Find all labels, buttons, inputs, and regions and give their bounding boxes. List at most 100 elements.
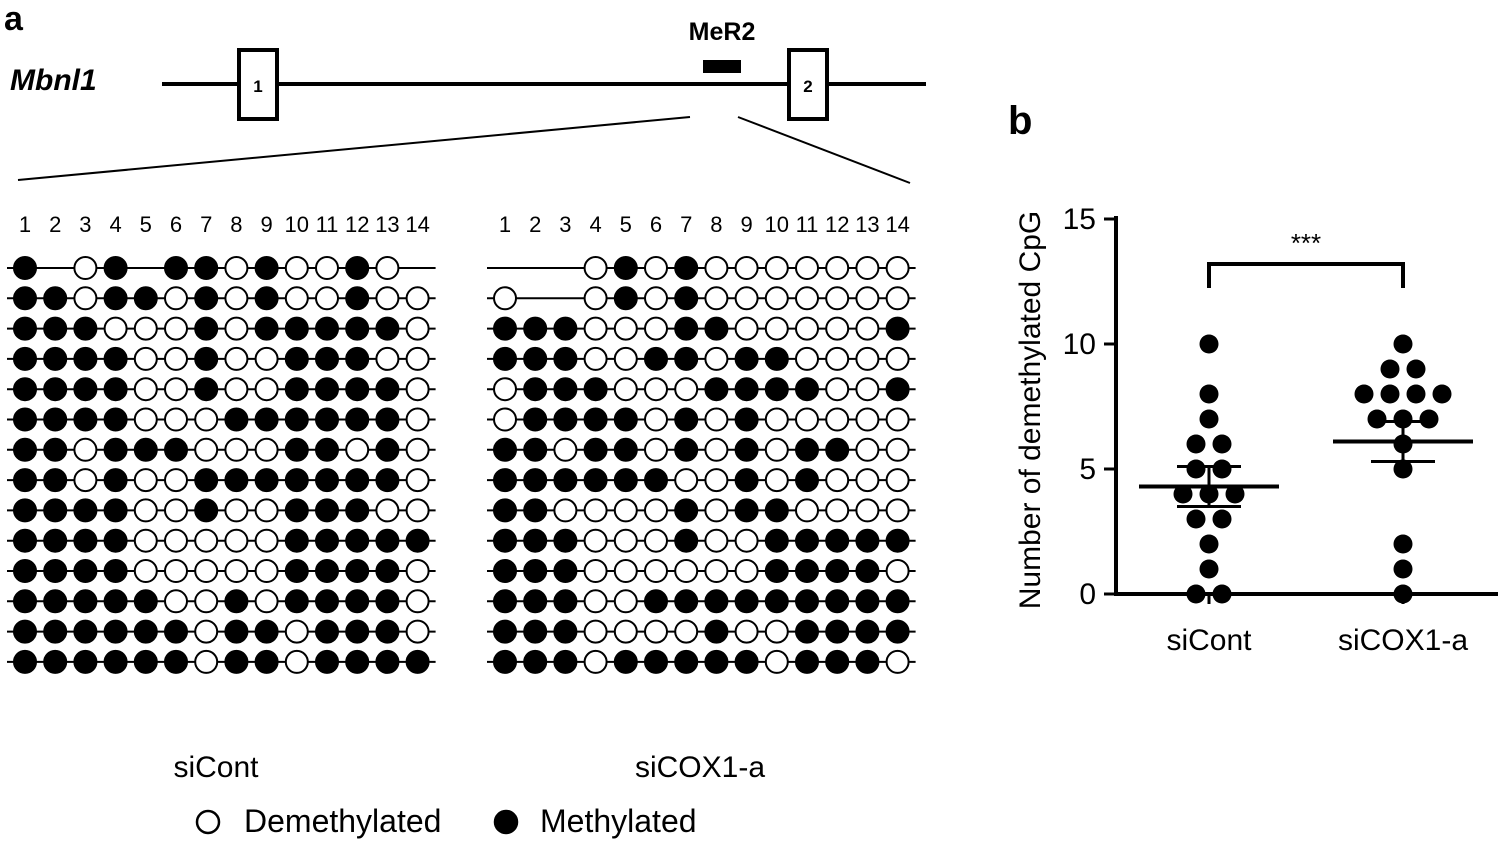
demethylated-cpg xyxy=(855,498,880,523)
demethylated-cpg xyxy=(704,437,729,462)
methylated-cpg xyxy=(523,619,548,644)
data-point xyxy=(1186,509,1206,529)
methylated-cpg xyxy=(553,346,578,371)
methylated-cpg xyxy=(194,468,219,493)
demethylated-cpg xyxy=(764,316,789,341)
demethylated-cpg xyxy=(224,437,249,462)
methylated-cpg xyxy=(284,437,309,462)
methylated-cpg xyxy=(493,468,517,493)
demethylated-cpg xyxy=(224,498,249,523)
cpg-position-label: 11 xyxy=(796,212,819,237)
methylation-grid-sicox1a: 1 2 3 4 5 6 7 8 9 10 11 12 13 14 xyxy=(487,212,916,674)
demethylated-cpg xyxy=(795,407,819,432)
methylated-cpg xyxy=(674,286,699,311)
methylated-cpg xyxy=(734,377,759,402)
methylated-cpg xyxy=(795,619,819,644)
methylated-cpg xyxy=(405,649,430,674)
methylated-cpg xyxy=(13,528,37,553)
demethylated-cpg xyxy=(855,316,880,341)
data-point xyxy=(1380,359,1400,379)
demethylated-cpg xyxy=(553,498,578,523)
demethylated-cpg xyxy=(613,559,638,583)
methylated-cpg xyxy=(284,528,309,553)
methylated-cpg xyxy=(523,468,548,493)
methylated-cpg xyxy=(795,468,819,493)
methylated-cpg xyxy=(493,589,517,614)
data-point xyxy=(1393,334,1413,354)
data-point xyxy=(1419,409,1439,429)
panel-a-letter: a xyxy=(4,0,24,38)
demethylated-cpg xyxy=(734,286,759,311)
demethylated-cpg xyxy=(194,589,219,614)
methylated-cpg xyxy=(164,437,188,462)
methylated-cpg xyxy=(734,468,759,493)
methylated-cpg xyxy=(583,468,608,493)
cpg-position-label: 14 xyxy=(885,212,909,237)
demethylated-cpg xyxy=(254,559,279,583)
methylated-cpg xyxy=(315,498,339,523)
cpg-position-label: 12 xyxy=(825,212,849,237)
methylated-cpg xyxy=(734,589,759,614)
demethylated-cpg xyxy=(825,498,850,523)
methylated-cpg xyxy=(224,589,249,614)
data-point xyxy=(1393,559,1413,579)
demethylated-cpg xyxy=(133,377,158,402)
methylated-cpg xyxy=(133,286,158,311)
demethylated-cpg xyxy=(345,437,370,462)
methylated-cpg xyxy=(825,559,850,583)
methylated-cpg xyxy=(345,528,370,553)
methylated-cpg xyxy=(13,286,37,311)
data-point xyxy=(1393,584,1413,604)
methylated-cpg xyxy=(734,407,759,432)
demethylated-cpg xyxy=(194,619,219,644)
demethylated-cpg xyxy=(764,437,789,462)
methylated-cpg xyxy=(284,407,309,432)
methylated-cpg xyxy=(734,498,759,523)
demethylated-cpg xyxy=(704,346,729,371)
demethylated-cpg xyxy=(855,346,880,371)
demethylated-cpg xyxy=(795,316,819,341)
demethylated-cpg xyxy=(583,619,608,644)
methylated-cpg xyxy=(43,437,68,462)
methylated-cpg xyxy=(133,589,158,614)
demethylated-cpg xyxy=(674,468,699,493)
methylated-cpg xyxy=(764,498,789,523)
demethylated-cpg xyxy=(764,649,789,674)
demethylated-cpg xyxy=(493,407,517,432)
methylated-cpg xyxy=(73,619,98,644)
methylated-cpg xyxy=(553,407,578,432)
methylated-cpg xyxy=(523,316,548,341)
methylated-cpg xyxy=(13,346,37,371)
demethylated-cpg xyxy=(613,377,638,402)
demethylated-cpg xyxy=(405,437,430,462)
demethylated-cpg xyxy=(644,619,668,644)
methylated-cpg xyxy=(345,286,370,311)
methylated-cpg xyxy=(493,619,517,644)
methylated-cpg xyxy=(315,377,339,402)
methylated-cpg xyxy=(315,559,339,583)
demethylated-cpg xyxy=(855,437,880,462)
methylated-cpg xyxy=(674,256,699,280)
methylated-cpg xyxy=(493,649,517,674)
methylated-cpg xyxy=(43,498,68,523)
demethylated-cpg xyxy=(553,437,578,462)
methylated-cpg xyxy=(553,589,578,614)
methylated-cpg xyxy=(73,498,98,523)
methylated-cpg xyxy=(553,377,578,402)
methylated-cpg xyxy=(674,589,699,614)
methylated-cpg xyxy=(13,316,37,341)
demethylated-cpg xyxy=(855,468,880,493)
methylated-cpg xyxy=(375,468,400,493)
data-point xyxy=(1173,484,1193,504)
cpg-position-label: 9 xyxy=(260,212,272,237)
methylated-cpg xyxy=(375,407,400,432)
methylated-cpg xyxy=(825,589,850,614)
group-label-sicont: siCont xyxy=(173,751,259,784)
methylated-cpg xyxy=(13,559,37,583)
demethylated-cpg xyxy=(704,528,729,553)
methylated-cpg xyxy=(164,619,188,644)
plot-marks xyxy=(1139,334,1473,604)
methylated-cpg xyxy=(284,589,309,614)
demethylated-cpg xyxy=(493,286,517,311)
demethylated-cpg xyxy=(133,316,158,341)
